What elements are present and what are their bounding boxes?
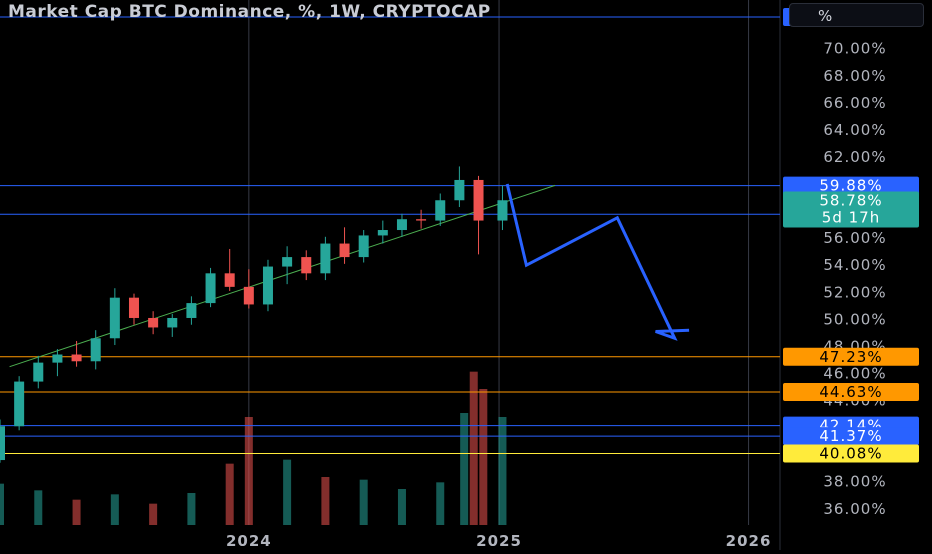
volume-bar	[359, 479, 368, 525]
volume-bar	[244, 417, 253, 525]
y-tick-label: 68.00%	[823, 67, 886, 85]
volume-bar	[225, 463, 234, 525]
level-badge: 47.23%	[783, 347, 919, 366]
candle-body	[396, 219, 407, 231]
candle-body	[224, 273, 235, 287]
candle-body	[109, 297, 120, 339]
volume-bar	[110, 494, 119, 525]
x-tick-label-2026: 2026	[726, 532, 772, 550]
level-badge-bg	[783, 444, 919, 463]
level-badge-bg	[783, 427, 919, 446]
y-tick-label: 36.00%	[823, 500, 886, 518]
volume-bar	[479, 389, 488, 525]
level-badge-label: 47.23%	[819, 348, 882, 366]
level-badge-bg	[783, 347, 919, 366]
volume-bar	[321, 477, 330, 525]
volume-bar	[187, 493, 196, 525]
level-badge-label: 41.37%	[819, 427, 882, 445]
level-badge-bg	[783, 382, 919, 401]
level-badge: 59.88%	[783, 176, 919, 195]
candle-body	[205, 273, 216, 304]
trend-line	[9, 184, 556, 368]
candle-body	[0, 426, 5, 461]
current-price-badge: 58.78%5d 17h	[783, 191, 919, 228]
level-badge-bg	[783, 176, 919, 195]
current-price-label: 58.78%	[819, 192, 882, 210]
volume-bar	[469, 371, 478, 525]
y-tick-label: 54.00%	[823, 256, 886, 274]
unit-percent-button[interactable]: %	[789, 3, 924, 27]
y-tick-label: 56.00%	[823, 229, 886, 247]
volume-bar	[460, 413, 469, 525]
candle-body	[339, 243, 350, 258]
candle-body	[33, 362, 44, 382]
x-tick-label-2025: 2025	[476, 532, 522, 550]
candle-body	[358, 235, 369, 258]
y-tick-label: 70.00%	[823, 40, 886, 58]
chart-title: Market Cap BTC Dominance, %, 1W, CRYPTOC…	[8, 2, 491, 22]
x-tick-label-2024: 2024	[226, 532, 272, 550]
current-price-bg	[783, 191, 919, 228]
candle-body	[262, 266, 273, 305]
level-badge-label: 40.08%	[819, 445, 882, 463]
level-badge-label: 44.63%	[819, 383, 882, 401]
volume-bar	[0, 483, 4, 525]
level-badge: 44.63%	[783, 382, 919, 401]
volume-bar	[397, 489, 406, 525]
candle-body	[186, 303, 197, 318]
y-tick-label: 66.00%	[823, 94, 886, 112]
volume-bar	[436, 482, 445, 525]
volume-bar	[498, 417, 507, 525]
candle-body	[435, 200, 446, 221]
candle-body	[71, 354, 82, 362]
candle-body	[497, 200, 508, 221]
volume-bar	[283, 459, 292, 525]
y-tick-label: 46.00%	[823, 364, 886, 382]
candle-body	[416, 219, 427, 221]
y-tick-label: 38.00%	[823, 473, 886, 491]
y-tick-label: 52.00%	[823, 283, 886, 301]
candle-body	[243, 286, 254, 305]
candle-body	[148, 317, 159, 328]
level-badge-label: 59.88%	[819, 177, 882, 195]
candle-body	[301, 257, 312, 274]
candle-body	[14, 381, 25, 427]
candle-body	[52, 354, 63, 363]
candle-body	[128, 297, 139, 318]
projection-path	[505, 183, 690, 341]
y-tick-label: 62.00%	[823, 148, 886, 166]
y-tick-label: 64.00%	[823, 121, 886, 139]
candle-body	[90, 338, 101, 362]
volume-bar	[72, 499, 81, 525]
candle-body	[320, 243, 331, 274]
countdown-label: 5d 17h	[822, 209, 880, 227]
candle-body	[377, 230, 388, 236]
candle-body	[454, 179, 465, 201]
candle-body	[167, 317, 178, 328]
volume-bar	[34, 490, 43, 525]
level-badge: 41.37%	[783, 427, 919, 446]
y-tick-label: 50.00%	[823, 310, 886, 328]
candle-body	[473, 179, 484, 221]
level-badge: 40.08%	[783, 444, 919, 463]
volume-bar	[149, 503, 158, 525]
candle-body	[282, 257, 293, 267]
